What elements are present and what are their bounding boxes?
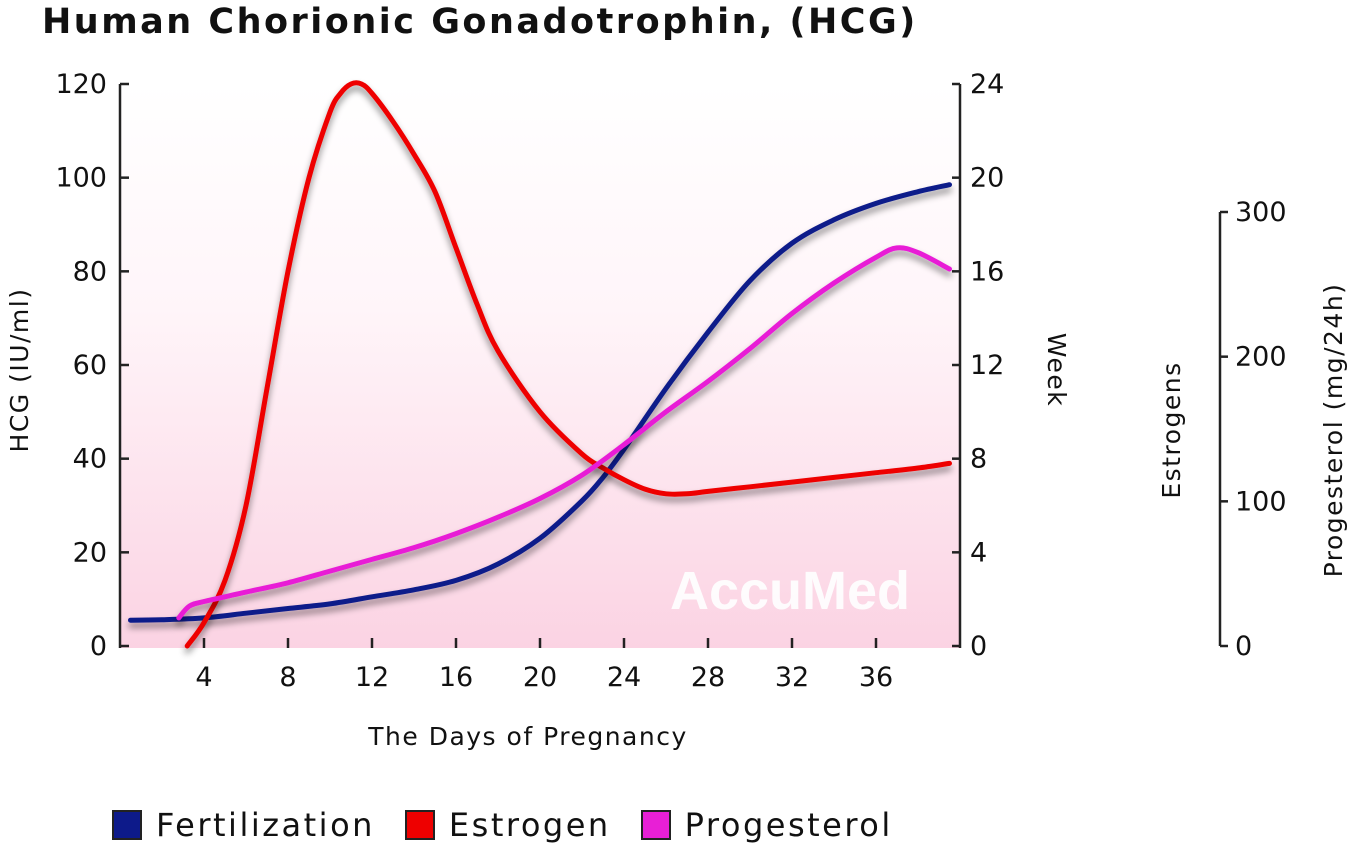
y3-axis-title-left: Estrogens bbox=[1157, 361, 1186, 498]
x-tick-label: 24 bbox=[607, 662, 641, 693]
legend-swatch bbox=[112, 810, 142, 840]
x-axis-title: The Days of Pregnancy bbox=[367, 722, 688, 751]
legend: Fertilization Estrogen Progesterol bbox=[112, 806, 923, 844]
legend-label: Fertilization bbox=[156, 806, 375, 844]
legend-label: Progesterol bbox=[684, 806, 893, 844]
x-tick-label: 16 bbox=[439, 662, 473, 693]
legend-item-progesterol: Progesterol bbox=[640, 806, 893, 844]
y-tick-label: 100 bbox=[55, 163, 107, 194]
y-tick-label: 120 bbox=[55, 69, 107, 100]
axes-group: 0 20 40 60 80 100 120 0 4 8 12 16 20 24 4 8 12 16 20 24 28 32… bbox=[55, 69, 1286, 693]
y2-tick-label: 16 bbox=[970, 256, 1004, 287]
y2-tick-label: 24 bbox=[970, 69, 1004, 100]
x-tick-label: 4 bbox=[195, 662, 212, 693]
y2-tick-label: 8 bbox=[970, 444, 987, 475]
y-tick-label: 0 bbox=[90, 631, 107, 662]
x-tick-label: 32 bbox=[775, 662, 809, 693]
legend-swatch bbox=[404, 810, 435, 840]
y3-tick-label: 100 bbox=[1235, 486, 1287, 517]
x-tick-label: 12 bbox=[355, 662, 389, 693]
watermark: AccuMed bbox=[670, 561, 910, 621]
legend-item-estrogen: Estrogen bbox=[404, 806, 611, 844]
y2-tick-label: 4 bbox=[970, 537, 987, 568]
legend-swatch bbox=[640, 810, 671, 840]
y3-axis-title-right: Progesterol (mg/24h) bbox=[1319, 283, 1348, 578]
y-tick-label: 60 bbox=[73, 350, 107, 381]
series-lines bbox=[128, 80, 952, 649]
series-line-estrogen bbox=[184, 80, 952, 649]
y2-tick-label: 0 bbox=[970, 631, 987, 662]
series-line-fertilization bbox=[128, 182, 952, 623]
x-tick-label: 20 bbox=[523, 662, 557, 693]
y-tick-label: 40 bbox=[73, 444, 107, 475]
series-line-progesterol bbox=[176, 245, 952, 621]
y-tick-label: 20 bbox=[73, 537, 107, 568]
y-tick-label: 80 bbox=[73, 256, 107, 287]
y-axis-title: HCG (IU/ml) bbox=[5, 288, 34, 453]
legend-item-fertilization: Fertilization bbox=[112, 806, 375, 844]
chart-title: Human Chorionic Gonadotrophin, (HCG) bbox=[42, 2, 918, 42]
y3-tick-label: 0 bbox=[1235, 631, 1252, 662]
y3-tick-label: 200 bbox=[1235, 342, 1287, 373]
y3-tick-label: 300 bbox=[1235, 197, 1287, 228]
legend-label: Estrogen bbox=[448, 806, 611, 844]
y2-axis-title: Week bbox=[1042, 333, 1071, 408]
y2-tick-label: 12 bbox=[970, 350, 1004, 381]
y2-tick-label: 20 bbox=[970, 163, 1004, 194]
x-tick-label: 36 bbox=[859, 662, 893, 693]
x-tick-label: 28 bbox=[691, 662, 725, 693]
plot-background bbox=[120, 84, 960, 648]
x-tick-label: 8 bbox=[279, 662, 296, 693]
